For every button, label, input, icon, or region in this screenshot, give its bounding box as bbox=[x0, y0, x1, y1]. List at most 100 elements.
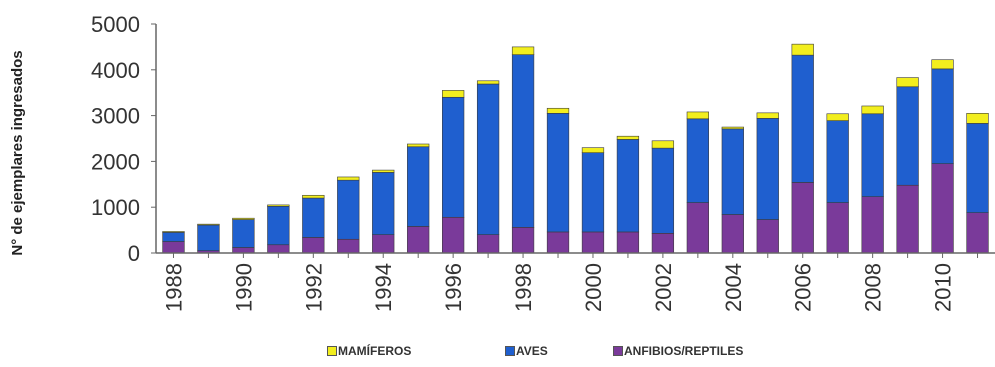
y-tick-label: 1000 bbox=[91, 195, 140, 220]
bar-segment-anfibios-reptiles bbox=[162, 241, 185, 254]
bar-segment-anfibios-reptiles bbox=[511, 227, 535, 254]
x-tick-label: 1998 bbox=[511, 263, 536, 312]
bar-segment-mamiferos bbox=[686, 111, 709, 120]
legend-label-mamiferos: MAMÍFEROS bbox=[338, 344, 412, 358]
bar-segment-mamiferos bbox=[232, 217, 255, 220]
bar-segment-anfibios-reptiles bbox=[407, 226, 430, 254]
bar-segment-aves bbox=[267, 205, 290, 246]
bar-segment-mamiferos bbox=[267, 204, 290, 207]
bar-segment-mamiferos bbox=[337, 176, 360, 181]
bar-segment-aves bbox=[756, 118, 779, 220]
bar-segment-aves bbox=[896, 86, 919, 186]
y-tick-label: 4000 bbox=[91, 58, 140, 83]
bar-segment-aves bbox=[407, 146, 430, 227]
bar-segment-anfibios-reptiles bbox=[232, 247, 255, 254]
bar-segment-aves bbox=[686, 118, 709, 203]
x-axis-ticks: 1988 1990 1992 1994 1996 1998 2000 2002 2004 2006… bbox=[162, 253, 979, 312]
bar-segment-anfibios-reptiles bbox=[896, 184, 919, 254]
bar-segment-mamiferos bbox=[721, 126, 744, 130]
bar-segment-mamiferos bbox=[511, 46, 535, 55]
bar-segment-mamiferos bbox=[162, 231, 185, 233]
bar-segment-anfibios-reptiles bbox=[966, 212, 989, 254]
bar-segment-anfibios-reptiles bbox=[581, 231, 605, 254]
bars bbox=[162, 43, 989, 254]
bar-segment-mamiferos bbox=[581, 147, 605, 154]
bar-segment-aves bbox=[721, 128, 744, 215]
bar-segment-mamiferos bbox=[616, 135, 640, 140]
bar-segment-mamiferos bbox=[442, 90, 465, 98]
bar-segment-aves bbox=[442, 96, 465, 218]
bar-segment-anfibios-reptiles bbox=[931, 163, 954, 254]
bar-segment-anfibios-reptiles bbox=[651, 233, 675, 254]
y-axis-ticks: 0 1000 2000 3000 4000 5000 bbox=[91, 12, 156, 266]
bar-segment-aves bbox=[197, 224, 220, 252]
x-tick-label: 2004 bbox=[721, 263, 746, 312]
bar-segment-aves bbox=[966, 123, 989, 213]
bar-segment-aves bbox=[546, 113, 570, 233]
x-tick-label: 2010 bbox=[931, 263, 956, 312]
bar-segment-mamiferos bbox=[861, 105, 884, 115]
x-tick-label: 1990 bbox=[231, 263, 256, 312]
bar-segment-mamiferos bbox=[476, 80, 500, 85]
bar-segment-aves bbox=[616, 139, 640, 233]
bar-segment-anfibios-reptiles bbox=[442, 216, 465, 254]
x-tick-label: 2000 bbox=[581, 263, 606, 312]
x-tick-label: 2006 bbox=[791, 263, 816, 312]
bar-segment-mamiferos bbox=[651, 140, 675, 149]
legend-label-anfibios: ANFIBIOS/REPTILES bbox=[624, 344, 744, 358]
bar-segment-anfibios-reptiles bbox=[756, 219, 779, 254]
bar-segment-anfibios-reptiles bbox=[546, 231, 570, 254]
bar-segment-aves bbox=[651, 147, 675, 234]
y-tick-label: 5000 bbox=[91, 12, 140, 37]
bar-segment-aves bbox=[232, 219, 255, 248]
bar-segment-aves bbox=[337, 179, 360, 240]
bar-segment-mamiferos bbox=[826, 113, 849, 121]
bar-segment-mamiferos bbox=[931, 59, 954, 70]
bar-segment-mamiferos bbox=[791, 43, 814, 56]
bar-segment-aves bbox=[476, 83, 500, 235]
y-axis-label: N° de ejemplares ingresados bbox=[9, 50, 26, 255]
bar-segment-anfibios-reptiles bbox=[686, 202, 709, 254]
legend-item-anfibios: ANFIBIOS/REPTILES bbox=[613, 344, 743, 358]
y-tick-label: 2000 bbox=[91, 149, 140, 174]
bar-segment-anfibios-reptiles bbox=[791, 182, 814, 254]
bar-segment-aves bbox=[302, 197, 325, 238]
bar-segment-mamiferos bbox=[407, 143, 430, 148]
bar-segment-anfibios-reptiles bbox=[826, 202, 849, 254]
bar-segment-anfibios-reptiles bbox=[302, 237, 325, 254]
legend-swatch-mamiferos bbox=[327, 346, 337, 356]
x-tick-label: 1988 bbox=[162, 263, 187, 312]
bar-segment-anfibios-reptiles bbox=[372, 234, 395, 254]
bar-segment-mamiferos bbox=[756, 112, 779, 119]
x-tick-label: 2008 bbox=[861, 263, 886, 312]
x-tick-label: 1994 bbox=[371, 263, 396, 312]
bar-segment-anfibios-reptiles bbox=[267, 244, 290, 254]
bar-segment-anfibios-reptiles bbox=[476, 234, 500, 254]
x-tick-label: 2002 bbox=[651, 263, 676, 312]
bar-segment-aves bbox=[372, 172, 395, 235]
bar-segment-aves bbox=[861, 113, 884, 197]
legend-swatch-anfibios bbox=[613, 346, 623, 356]
y-tick-label: 3000 bbox=[91, 104, 140, 129]
x-tick-label: 1992 bbox=[301, 263, 326, 312]
legend-label-aves: AVES bbox=[516, 344, 548, 358]
bar-segment-aves bbox=[791, 54, 814, 183]
bar-segment-anfibios-reptiles bbox=[721, 214, 744, 254]
bar-segment-anfibios-reptiles bbox=[861, 196, 884, 254]
legend: MAMÍFEROS AVES ANFIBIOS/REPTILES bbox=[0, 344, 995, 364]
bar-segment-aves bbox=[581, 152, 605, 233]
bar-segment-aves bbox=[931, 68, 954, 164]
bar-segment-anfibios-reptiles bbox=[337, 238, 360, 254]
bar-segment-mamiferos bbox=[966, 113, 989, 124]
legend-item-mamiferos: MAMÍFEROS bbox=[327, 344, 411, 358]
bar-segment-aves bbox=[511, 54, 535, 228]
legend-item-aves: AVES bbox=[505, 344, 548, 358]
x-tick-label: 1996 bbox=[441, 263, 466, 312]
legend-swatch-aves bbox=[505, 346, 515, 356]
bar-segment-mamiferos bbox=[197, 223, 220, 226]
bar-segment-mamiferos bbox=[546, 107, 570, 114]
bar-segment-aves bbox=[162, 232, 185, 242]
y-tick-label: 0 bbox=[128, 241, 140, 266]
bar-segment-aves bbox=[826, 120, 849, 203]
